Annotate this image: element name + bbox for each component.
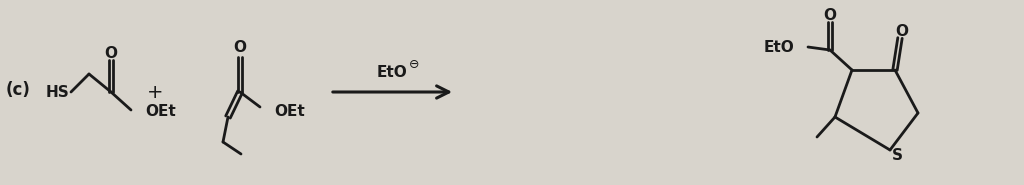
Text: O: O: [823, 8, 837, 23]
Text: OEt: OEt: [145, 105, 176, 120]
Text: O: O: [896, 23, 908, 38]
Text: EtO: EtO: [763, 40, 794, 55]
Text: (c): (c): [5, 81, 31, 99]
Text: O: O: [233, 40, 247, 55]
Text: O: O: [104, 46, 118, 60]
Text: EtO: EtO: [377, 65, 408, 80]
Text: S: S: [892, 149, 902, 164]
Text: OEt: OEt: [274, 103, 305, 119]
Text: HS: HS: [46, 85, 70, 100]
Text: +: +: [146, 83, 163, 102]
Text: ⊖: ⊖: [410, 58, 420, 70]
